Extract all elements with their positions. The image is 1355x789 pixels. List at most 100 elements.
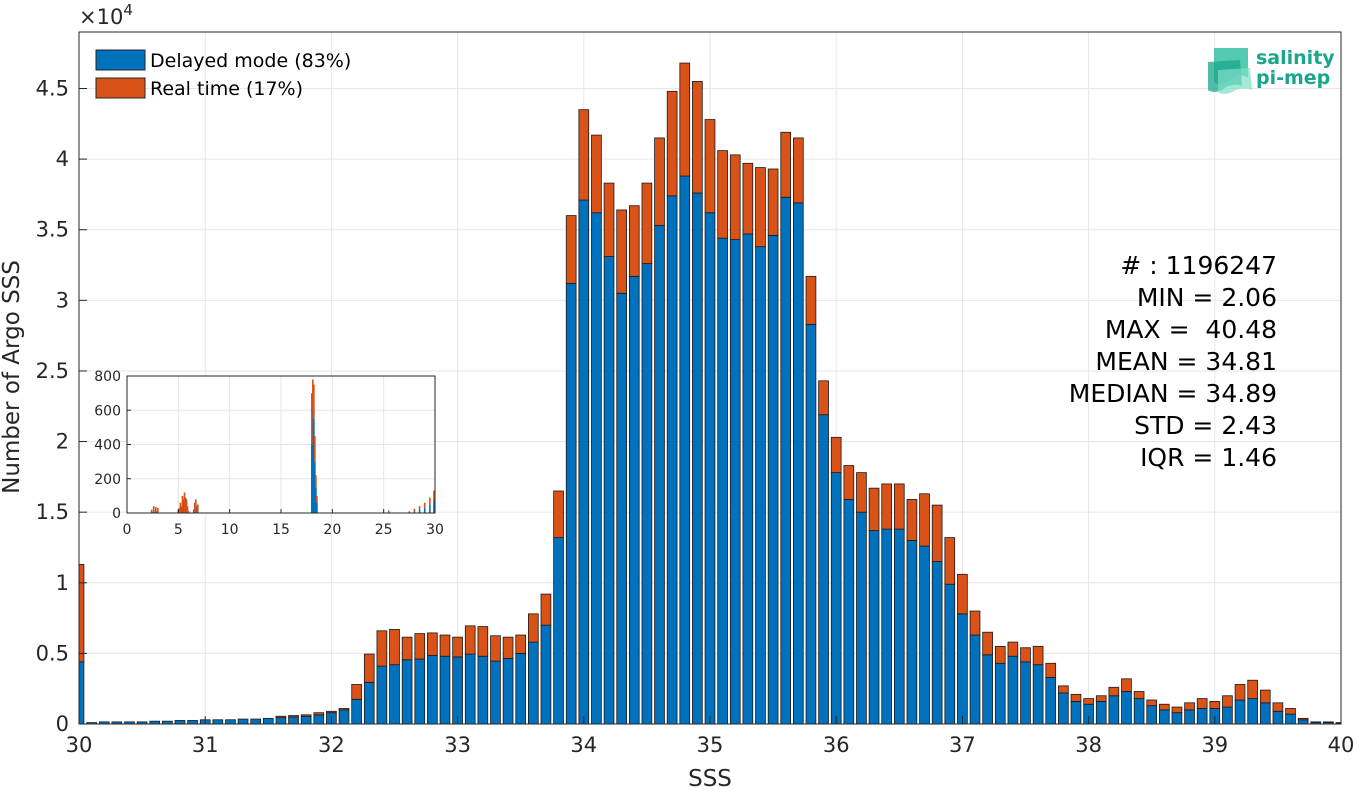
bar-realtime [502,636,514,659]
bar-realtime [1032,645,1044,666]
bar-delayed [1272,710,1284,725]
bar-realtime [351,684,362,700]
bar-realtime [881,483,893,530]
inset-bar-realtime [150,509,153,513]
bar-realtime [767,168,779,236]
bar-delayed [1032,664,1044,725]
bar-realtime [1310,721,1322,723]
inset-bar-realtime [152,506,155,513]
bar-realtime [1158,703,1170,711]
bar-realtime [490,635,501,662]
bar-realtime [1323,721,1334,723]
bar-delayed [1222,706,1233,725]
bar-delayed [704,212,716,725]
inset-bar-realtime [156,507,159,513]
inset-y-tick-label: 800 [94,369,121,385]
legend-label-delayed: Delayed mode (83%) [150,50,351,72]
x-tick-label: 30 [66,733,93,757]
bar-delayed [1058,692,1069,725]
bar-delayed [237,718,249,725]
x-tick-label: 35 [697,733,724,757]
bar-realtime [452,636,463,658]
bar-delayed [300,715,312,725]
bar-delayed [818,414,829,725]
bar-realtime [439,634,451,657]
bar-realtime [704,119,716,214]
inset-x-tick-label: 30 [426,522,444,538]
bar-delayed [502,657,514,725]
bar-delayed [843,499,855,725]
stats-block: # : 1196247 MIN = 2.06 MAX = 40.48 MEAN … [1069,251,1277,472]
y-tick-label: 4.5 [36,76,69,100]
bar-delayed [793,202,804,725]
x-tick-label: 39 [1201,733,1228,757]
bar-realtime [717,150,728,239]
inset-bar-delayed [180,506,183,513]
bar-delayed [1146,705,1158,725]
inset-y-tick-label: 600 [94,403,121,419]
x-tick-label: 38 [1075,733,1102,757]
bar-delayed [1184,709,1195,725]
y-axis-ticks: 0 0.5 1 1.5 2 2.5 3 3.5 4 4.5 [36,76,87,736]
x-tick-label: 40 [1328,733,1355,757]
bar-realtime [856,472,867,513]
x-tick-label: 32 [318,733,345,757]
bar-delayed [1108,695,1120,725]
bar-delayed [591,212,602,725]
bar-realtime [742,162,754,235]
inset-bar-delayed [310,444,313,513]
bar-delayed [742,233,754,725]
bar-realtime [515,634,527,654]
bar-delayed [262,717,274,725]
inset-bar-delayed [316,502,318,513]
bar-realtime [641,182,653,265]
inset-y-tick-label: 0 [112,506,121,522]
inset-bar-delayed [314,461,316,513]
stat-max: MAX = 40.48 [1105,315,1277,344]
bar-delayed [729,239,741,725]
inset-bar-realtime [312,379,314,411]
inset-bar-delayed [192,509,195,513]
bar-realtime [957,573,968,615]
bar-realtime [616,209,627,294]
bar-realtime [1272,702,1284,712]
bar-realtime [843,465,855,500]
x-axis-ticks: 30 31 32 33 34 35 36 37 38 39 40 [66,716,1355,757]
inset-bar-delayed [433,501,435,513]
bar-delayed [1196,708,1208,725]
inset-bar-delayed [196,506,198,513]
bar-realtime [1083,698,1094,705]
y-axis-title: Number of Argo SSS [0,260,25,494]
bar-realtime [805,275,817,325]
bar-delayed [490,660,501,725]
bar-realtime [793,137,804,204]
bar-delayed [464,653,476,725]
y-tick-label: 2.5 [36,359,69,383]
inset-y-axis-ticks: 0 200 400 600 800 [94,369,131,522]
bar-realtime [1020,647,1031,663]
bar-realtime [477,626,489,657]
bar-realtime [275,715,287,719]
bar-realtime [1007,641,1019,657]
bar-delayed [717,237,728,725]
bar-delayed [427,655,438,725]
logo-text-line1: salinity [1256,47,1335,69]
bar-delayed [868,530,880,725]
inset-bar-realtime [310,393,313,445]
inset-bar-realtime [185,499,188,513]
bar-delayed [830,472,842,725]
bar-delayed [1121,691,1132,725]
bar-delayed [692,192,703,725]
bar-realtime [1108,686,1120,697]
x-tick-label: 36 [823,733,850,757]
inset-bar-delayed [312,410,314,513]
inset-bar-realtime [316,495,318,503]
bar-delayed [225,719,236,725]
bar-realtime [1045,662,1057,678]
inset-bar-realtime [423,502,426,508]
bar-realtime [1209,701,1221,709]
inset-y-tick-label: 400 [94,438,121,454]
bar-realtime [401,636,413,661]
bar-delayed [477,655,489,725]
